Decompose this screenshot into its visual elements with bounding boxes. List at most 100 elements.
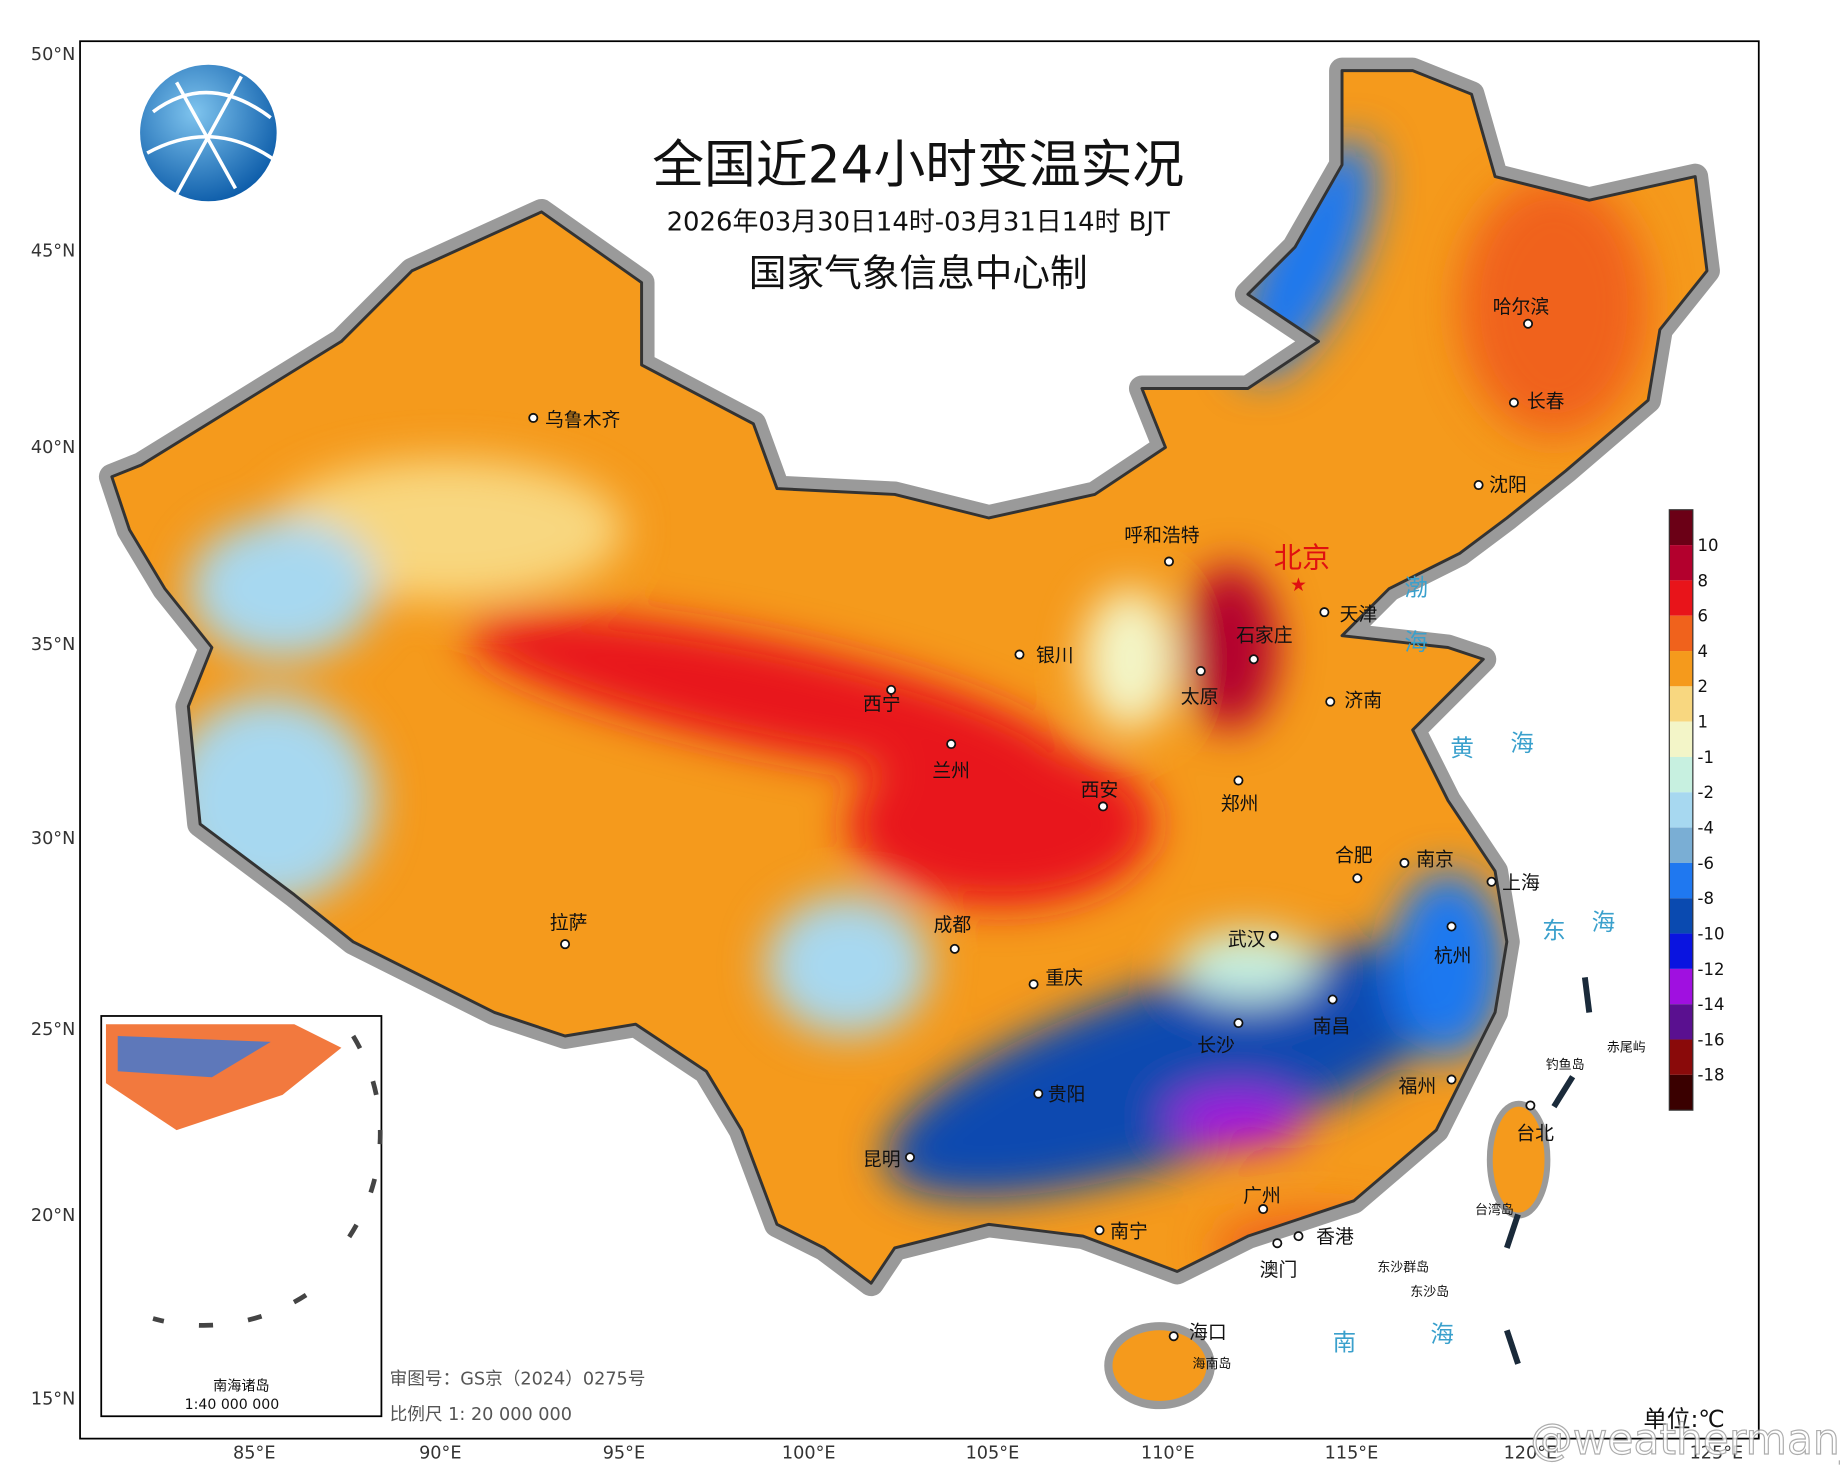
- scale-note: 比例尺 1: 20 000 000: [390, 1404, 572, 1425]
- city-label: 北京: [1274, 541, 1330, 574]
- city-dot: [1233, 775, 1244, 786]
- legend-tick: -12: [1698, 960, 1725, 979]
- city-dot: [1399, 857, 1410, 868]
- legend-tick: -16: [1698, 1030, 1725, 1049]
- sea-label: 海: [1404, 628, 1428, 656]
- city-label: 哈尔滨: [1493, 296, 1550, 318]
- city-dot: [886, 684, 897, 695]
- island-label: 钓鱼岛: [1546, 1057, 1585, 1073]
- sea-label: 海: [1592, 908, 1616, 936]
- city-label: 福州: [1399, 1076, 1437, 1098]
- city-dot: [1014, 649, 1025, 660]
- city-label: 上海: [1502, 872, 1540, 894]
- legend-swatch: [1669, 545, 1693, 581]
- city-label: 广州: [1243, 1185, 1281, 1207]
- legend-swatch: [1669, 898, 1693, 934]
- city-dot: [1098, 801, 1109, 812]
- island-label: 海南岛: [1193, 1356, 1232, 1372]
- city-dot: [1168, 1331, 1179, 1342]
- city-label: 郑州: [1221, 793, 1259, 815]
- city-label: 天津: [1340, 603, 1378, 625]
- lat-label: 15°N: [31, 1389, 75, 1409]
- lon-label: 110°E: [1141, 1444, 1195, 1464]
- city-label: 长春: [1527, 390, 1565, 412]
- title: 全国近24小时变温实况: [652, 135, 1184, 195]
- city-label: 银川: [1036, 645, 1074, 667]
- city-label: 长沙: [1197, 1034, 1235, 1056]
- legend-swatch: [1669, 1004, 1693, 1040]
- legend-tick: 2: [1698, 677, 1708, 696]
- sea-label: 南: [1333, 1328, 1357, 1356]
- sea-label: 渤: [1404, 574, 1428, 602]
- city-dot: [1473, 480, 1484, 491]
- city-label: 成都: [934, 914, 972, 936]
- inset-title: 南海诸岛: [213, 1378, 269, 1394]
- logo-lines: [146, 75, 275, 196]
- city-dot: [528, 412, 539, 423]
- lon-label: 90°E: [419, 1444, 461, 1464]
- legend-tick: -1: [1698, 748, 1714, 767]
- city-dot: [1248, 654, 1259, 665]
- lon-label: 115°E: [1325, 1444, 1379, 1464]
- city-dot: [949, 943, 960, 954]
- field-blob: [1389, 871, 1507, 1060]
- producer: 国家气象信息中心制: [749, 251, 1088, 295]
- city-dot: [1163, 556, 1174, 567]
- legend-tick: -18: [1698, 1066, 1725, 1085]
- city-dot: [904, 1152, 915, 1163]
- legend-swatch: [1669, 1039, 1693, 1075]
- legend-tick: -2: [1698, 783, 1714, 802]
- city-dot: [1033, 1088, 1044, 1099]
- lat-label: 45°N: [31, 242, 75, 262]
- city-dot: [1293, 1231, 1304, 1242]
- city-dot: [1327, 994, 1338, 1005]
- legend-tick: 8: [1698, 571, 1708, 590]
- lon-label: 105°E: [966, 1444, 1020, 1464]
- lat-label: 40°N: [31, 438, 75, 458]
- island-label: 赤尾屿: [1607, 1040, 1646, 1055]
- city-label: 乌鲁木齐: [545, 409, 620, 431]
- unit: 单位:℃: [1643, 1405, 1724, 1433]
- legend-tick: 4: [1698, 642, 1708, 661]
- city-dot: [1523, 318, 1534, 329]
- city-dot: [1325, 696, 1336, 707]
- watermark: @weatherman_信欣: [1530, 1415, 1840, 1464]
- city-dot: [1195, 666, 1206, 677]
- legend-swatch: [1669, 615, 1693, 652]
- city-label: 南京: [1416, 848, 1454, 870]
- city-dot: [1525, 1100, 1536, 1111]
- city-label: 海口: [1189, 1322, 1227, 1344]
- city-dot: [1268, 930, 1279, 941]
- city-label: 西宁: [863, 693, 901, 715]
- city-dot: [1028, 979, 1039, 990]
- sea-label: 东: [1542, 916, 1566, 944]
- city-label: 南昌: [1313, 1015, 1351, 1037]
- legend-swatch: [1669, 933, 1693, 969]
- city-label: 武汉: [1228, 928, 1266, 950]
- lon-label: 125°E: [1690, 1444, 1744, 1464]
- capital-star: ★: [1290, 575, 1307, 596]
- city-dot: [1446, 921, 1457, 932]
- legend-swatch: [1669, 580, 1693, 616]
- field-blob: [188, 517, 377, 660]
- sea-label: 海: [1510, 729, 1534, 757]
- lon-label: 120°E: [1504, 1444, 1558, 1464]
- city-label: 贵阳: [1048, 1084, 1086, 1106]
- legend-swatch: [1669, 509, 1693, 546]
- lon-label: 85°E: [233, 1444, 275, 1464]
- legend-tick: 1: [1698, 713, 1708, 732]
- island-label: 台湾岛: [1475, 1202, 1514, 1218]
- city-dot: [946, 739, 957, 750]
- field-blob: [847, 741, 1154, 907]
- field-blob: [1177, 930, 1319, 1001]
- city-label: 西安: [1081, 779, 1119, 801]
- city-label: 昆明: [863, 1149, 901, 1170]
- city-label: 澳门: [1260, 1259, 1298, 1281]
- field-blob: [465, 612, 1065, 777]
- city-label: 沈阳: [1489, 474, 1527, 496]
- legend-tick: -10: [1698, 924, 1725, 943]
- field-blob: [1083, 588, 1178, 730]
- island-label: 东沙群岛: [1377, 1259, 1429, 1275]
- lat-label: 30°N: [31, 829, 75, 849]
